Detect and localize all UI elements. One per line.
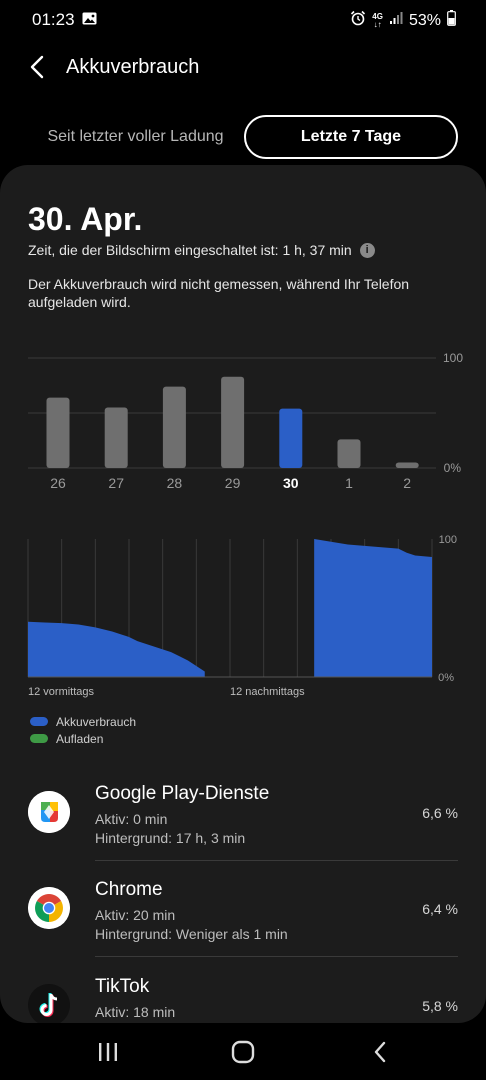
gallery-notification-icon — [82, 12, 97, 30]
bar-day-30 — [279, 408, 303, 468]
back-button[interactable] — [22, 52, 54, 84]
app-row-chrome[interactable]: Chrome Aktiv: 20 min Hintergrund: Wenige… — [0, 861, 486, 957]
app-usage-percent: 6,4 % — [422, 901, 458, 917]
screen-on-time-text: Zeit, die der Bildschirm eingeschaltet i… — [28, 242, 352, 258]
alarm-icon — [350, 10, 366, 31]
tiktok-icon — [28, 984, 70, 1023]
screen-on-time: Zeit, die der Bildschirm eingeschaltet i… — [28, 242, 375, 258]
system-navigation-bar — [0, 1023, 486, 1080]
bar-day-27 — [104, 407, 128, 468]
x-tick-day-29: 29 — [225, 475, 241, 491]
app-active-time: Aktiv: 18 min — [95, 1004, 176, 1020]
battery-icon — [447, 10, 456, 31]
divider — [95, 956, 458, 957]
chevron-left-icon — [30, 55, 44, 79]
app-row-tiktok[interactable]: TikTok Aktiv: 18 min 5,8 % — [0, 958, 486, 1023]
legend-item-charging: Aufladen — [30, 730, 136, 747]
x-tick-day-30: 30 — [283, 475, 299, 491]
battery-percent: 53% — [408, 11, 441, 29]
signal-icon — [389, 11, 403, 30]
x-tick-midnight: 12 vormittags — [28, 686, 95, 698]
app-active-time: Aktiv: 20 min — [95, 907, 176, 923]
app-name: Chrome — [95, 879, 163, 900]
tab-since-last-full-charge[interactable]: Seit letzter voller Ladung — [47, 128, 224, 145]
y-tick-100: 100 — [443, 351, 463, 365]
home-icon — [231, 1040, 255, 1064]
bar-day-28 — [162, 386, 186, 468]
x-tick-day-2: 2 — [403, 475, 411, 491]
status-bar: 01:23 4G ↓↑ 53% — [0, 0, 486, 40]
usage-card: 30. Apr. Zeit, die der Bildschirm einges… — [0, 165, 486, 1023]
divider — [95, 860, 458, 861]
tab-last-7-days[interactable]: Letzte 7 Tage — [244, 115, 458, 159]
bar-day-26 — [46, 397, 70, 468]
daily-battery-level-chart: 100 0% 12 vormittags 12 nachmittags — [27, 534, 457, 698]
battery-area-segment-1 — [28, 621, 205, 677]
charging-note: Der Akkuverbrauch wird nicht gemessen, w… — [28, 276, 410, 310]
app-name: TikTok — [95, 976, 150, 997]
chrome-icon — [28, 887, 70, 929]
battery-area-segment-2 — [314, 539, 432, 677]
x-tick-day-27: 27 — [108, 475, 124, 491]
daily-y-tick-100: 100 — [439, 534, 457, 546]
home-button[interactable] — [223, 1037, 263, 1067]
status-time: 01:23 — [32, 10, 75, 29]
selected-date: 30. Apr. — [28, 201, 143, 237]
google-play-services-icon — [28, 791, 70, 833]
bar-day-2 — [395, 462, 419, 468]
recent-apps-icon — [99, 1043, 117, 1061]
chart-legend: Akkuverbrauch Aufladen — [30, 713, 136, 747]
app-bar: Akkuverbrauch — [0, 40, 486, 96]
legend-label-usage: Akkuverbrauch — [56, 714, 137, 729]
app-background-time: Hintergrund: Weniger als 1 min — [95, 926, 288, 942]
legend-item-usage: Akkuverbrauch — [30, 713, 136, 730]
period-selector: Seit letzter voller Ladung Letzte 7 Tage — [28, 115, 458, 159]
page-title: Akkuverbrauch — [66, 56, 200, 78]
legend-swatch-usage — [30, 717, 48, 726]
app-usage-percent: 6,6 % — [422, 805, 458, 821]
app-background-time: Hintergrund: 17 h, 3 min — [95, 830, 246, 846]
bar-day-1 — [337, 439, 361, 468]
recent-apps-button[interactable] — [88, 1037, 128, 1067]
weekly-usage-chart: 100 0% 26 27 28 29 30 1 2 — [28, 351, 463, 491]
app-active-time: Aktiv: 0 min — [95, 811, 168, 827]
network-type-indicator: 4G ↓↑ — [372, 11, 383, 29]
app-row-google-play-services[interactable]: Google Play-Dienste Aktiv: 0 min Hinterg… — [0, 765, 486, 861]
bar-day-29 — [221, 376, 245, 468]
legend-label-charging: Aufladen — [56, 731, 104, 746]
app-name: Google Play-Dienste — [95, 783, 270, 804]
x-tick-day-28: 28 — [167, 475, 183, 491]
back-icon — [374, 1041, 386, 1063]
back-nav-button[interactable] — [360, 1037, 400, 1067]
app-usage-percent: 5,8 % — [422, 998, 458, 1014]
daily-y-tick-0: 0% — [438, 672, 454, 684]
x-tick-noon: 12 nachmittags — [230, 686, 305, 698]
x-tick-day-26: 26 — [50, 475, 66, 491]
info-icon[interactable]: i — [359, 242, 375, 258]
x-tick-day-1: 1 — [345, 475, 353, 491]
y-tick-0: 0% — [444, 461, 462, 475]
legend-swatch-charging — [30, 734, 48, 743]
